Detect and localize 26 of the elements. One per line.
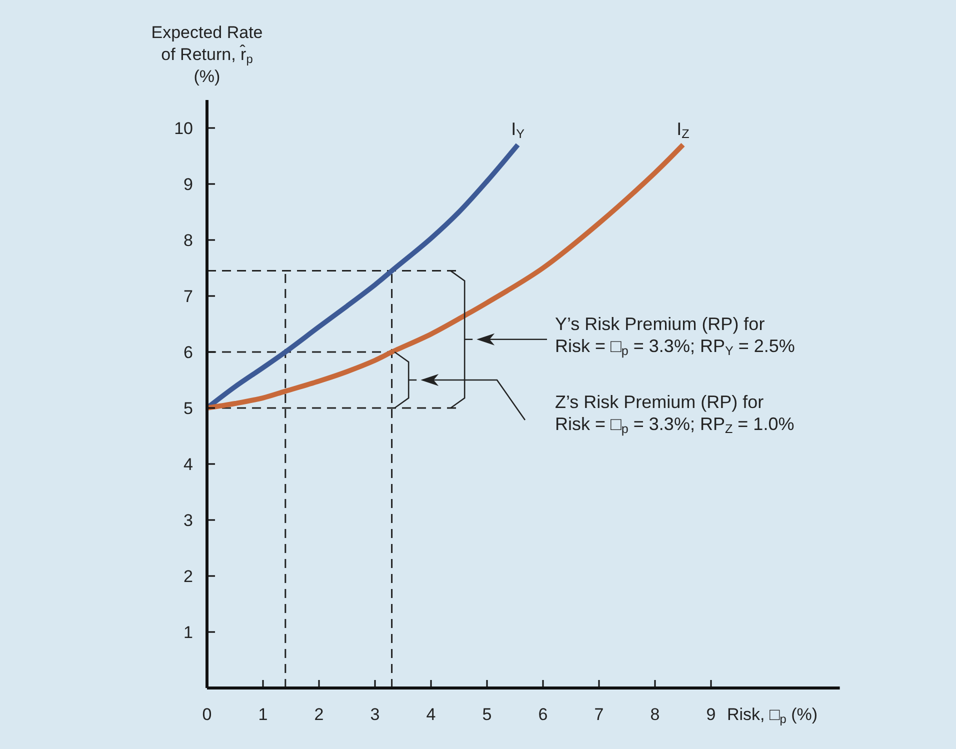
y-tick-label: 6	[184, 343, 193, 362]
annotation: Z’s Risk Premium (RP) for Risk = □$_{p}$ = 3.3%; RP$_{Z}$ = 1.0%	[555, 392, 794, 436]
x-tick-label: 4	[426, 705, 436, 724]
x-tick-label: 3	[370, 705, 380, 724]
y-tick-label: 1	[184, 623, 193, 642]
text: Expected Rate of Return, r̂$_{p}$ (%)	[151, 23, 263, 86]
y-tick-label: 7	[184, 287, 193, 306]
x-tick-label: 0	[202, 705, 212, 724]
y-tick-label: 9	[184, 175, 193, 194]
x-tick-label: 2	[314, 705, 324, 724]
y-tick-label: 10	[174, 119, 193, 138]
x-tick-label: 7	[594, 705, 604, 724]
y-tick-label: 5	[184, 399, 193, 418]
y-tick-label: 3	[184, 511, 193, 530]
x-tick-label: 5	[482, 705, 492, 724]
y-tick-label: 4	[184, 455, 193, 474]
x-tick-label: 1	[258, 705, 268, 724]
y-tick-label: 8	[184, 231, 193, 250]
annotation: Y’s Risk Premium (RP) for Risk = □$_{p}$ = 3.3%; RP$_{Y}$ = 2.5%	[555, 314, 795, 358]
series-label: I$_{Y}$	[511, 118, 526, 142]
x-tick-label: 9	[706, 705, 716, 724]
x-axis-title: Risk, □$_{p}$ (%)	[727, 705, 818, 726]
x-tick-label: 8	[650, 705, 660, 724]
y-tick-label: 2	[184, 567, 193, 586]
x-tick-label: 6	[538, 705, 548, 724]
series-label: I$_{Z}$	[676, 118, 690, 142]
